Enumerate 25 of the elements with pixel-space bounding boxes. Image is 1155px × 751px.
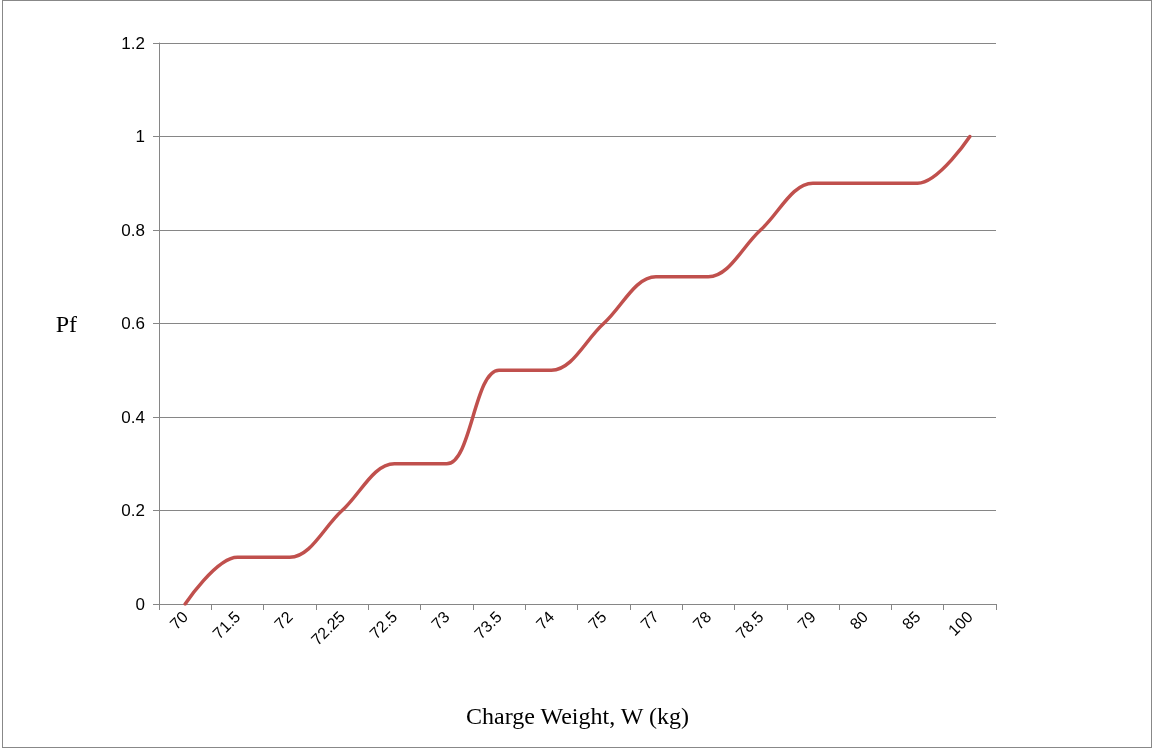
x-tick-label: 74: [532, 607, 558, 633]
y-axis-title: Pf: [55, 310, 77, 337]
y-tick-label: 0.4: [121, 407, 145, 427]
x-tick-label: 80: [846, 607, 872, 633]
x-tick-label: 79: [794, 607, 819, 633]
line-series: [183, 134, 972, 606]
x-tick-label: 85: [898, 607, 924, 633]
x-tick-label: 78: [689, 607, 715, 633]
x-tick-label: 72: [271, 607, 296, 633]
x-tick-label: 73: [428, 607, 453, 633]
x-tick-label: 72.5: [366, 607, 401, 643]
x-tick-label: 78.5: [732, 607, 767, 643]
x-axis-title: Charge Weight, W (kg): [466, 703, 689, 729]
y-tick-label: 0.8: [121, 220, 145, 240]
y-tick-label: 0.6: [121, 314, 145, 333]
x-tick-label: 100: [944, 607, 976, 639]
y-tick-label: 1.2: [121, 33, 145, 53]
y-tick-label: 1: [135, 127, 145, 146]
x-tick-label: 71.5: [209, 607, 244, 643]
x-tick-label: 73.5: [471, 607, 506, 643]
x-tick-label: 75: [585, 607, 610, 633]
x-tick-label: 77: [637, 607, 663, 633]
x-tick-label: 70: [166, 607, 192, 633]
y-tick-label: 0.2: [121, 501, 145, 520]
y-tick-label: 0: [135, 594, 145, 614]
